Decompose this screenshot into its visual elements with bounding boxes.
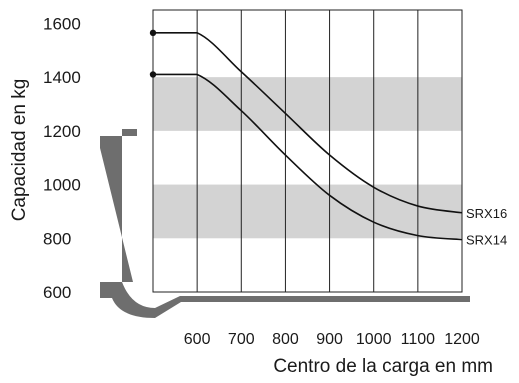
forklift-fork-icon xyxy=(100,129,470,318)
x-axis-label: Centro de la carga en mm xyxy=(273,356,493,377)
y-tick-1400: 1400 xyxy=(43,68,81,87)
y-tick-1200: 1200 xyxy=(43,122,81,141)
x-tick-1000: 1000 xyxy=(356,331,392,348)
series-start-dot-SRX16 xyxy=(149,29,157,37)
plot-frame xyxy=(152,9,463,293)
x-tick-600: 600 xyxy=(184,331,211,348)
vertical-gridlines xyxy=(196,10,463,292)
x-tick-1100: 1100 xyxy=(401,331,436,348)
series-line-SRX14 xyxy=(153,73,463,241)
shaded-band-1 xyxy=(153,77,462,131)
series-label-SRX14: SRX14 xyxy=(466,233,507,248)
x-tick-1200: 1200 xyxy=(444,331,480,348)
x-tick-700: 700 xyxy=(228,331,255,348)
x-tick-800: 800 xyxy=(272,331,299,348)
series-line-SRX16 xyxy=(153,32,463,214)
y-tick-1000: 1000 xyxy=(43,176,81,195)
x-tick-900: 900 xyxy=(316,331,343,348)
x-tick-labels: 600 700 800 900 1000 1100 1200 xyxy=(184,331,480,348)
shaded-bands xyxy=(153,77,462,239)
y-tick-800: 800 xyxy=(43,229,71,248)
y-tick-600: 600 xyxy=(43,283,71,302)
fork-upright xyxy=(100,129,137,282)
fork-blade xyxy=(100,282,470,318)
y-tick-1600: 1600 xyxy=(43,14,81,33)
shaded-band-0 xyxy=(153,184,462,239)
y-axis-label: Capacidad en kg xyxy=(9,79,30,222)
series-lines xyxy=(149,29,463,241)
series-start-dot-SRX14 xyxy=(149,71,157,78)
series-labels: SRX16 SRX14 xyxy=(466,206,507,248)
y-tick-labels: 600 800 1000 1200 1400 1600 xyxy=(43,14,81,302)
series-label-SRX16: SRX16 xyxy=(466,206,507,221)
